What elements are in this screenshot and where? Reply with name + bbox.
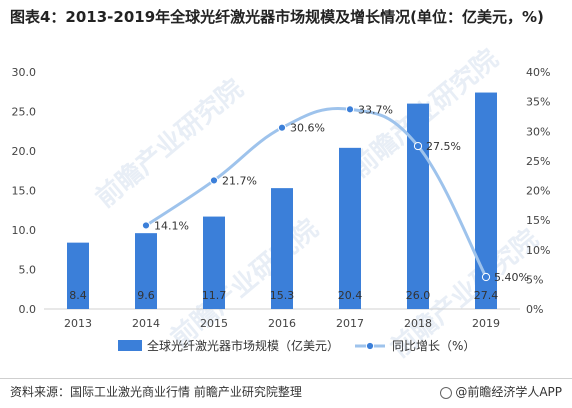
x-tick-label: 2018 [404,317,432,330]
y-right-tick-label: 25% [526,155,550,168]
bar-value-label: 27.4 [474,289,499,302]
y-left-tick-label: 15.0 [12,185,37,198]
legend: 全球光纤激光器市场规模（亿美元） 同比增长（%） [118,338,475,353]
y-left-tick-label: 20.0 [12,145,37,158]
y-right-tick-label: 20% [526,185,550,198]
y-left-tick-label: 10.0 [12,224,37,237]
bar [271,188,293,309]
legend-bar-swatch [118,340,142,351]
axes-layer: 0.0 5.0 10.0 15.0 20.0 25.0 30.0 0% 5% 10% 15% 20% 2… [12,66,551,330]
growth-value-label: 21.7% [222,174,257,187]
bar-value-label: 26.0 [406,289,431,302]
bar [135,233,157,309]
source-note: 资料来源：国际工业激光商业行情 前瞻产业研究院整理 [10,385,302,399]
growth-point [209,176,219,185]
x-tick-label: 2017 [336,317,364,330]
brand-credit-text: @前瞻经济学人APP [455,385,562,399]
footer-divider [0,378,572,379]
bar-value-label: 11.7 [202,289,227,302]
growth-value-label: 27.5% [426,140,461,153]
growth-value-label: 33.7% [358,103,393,116]
bar-value-label: 20.4 [338,289,363,302]
growth-value-label: 30.6% [290,122,325,135]
footer: 资料来源：国际工业激光商业行情 前瞻产业研究院整理 @前瞻经济学人APP [10,382,562,402]
growth-point [413,141,423,151]
bars-layer: 8.4 9.6 11.7 15.3 20.4 26.0 27.4 [67,92,499,309]
growth-point [141,221,151,230]
line-layer: 14.1% 21.7% 30.6% 33.7% 27.5% 5.40% [141,103,529,284]
y-right-tick-label: 15% [526,214,550,227]
chart-title: 图表4：2013-2019年全球光纤激光器市场规模及增长情况(单位：亿美元，%) [10,8,544,26]
legend-line-label: 同比增长（%） [392,339,475,353]
combo-chart: 前瞻产业研究院前瞻产业研究院前瞻产业研究院前瞻产业研究院 0.05.010.01… [12,43,551,364]
bar-value-label: 8.4 [69,289,87,302]
growth-line [145,107,488,278]
y-left-tick-label: 0.0 [19,303,37,316]
growth-point [345,105,355,114]
bar [203,216,225,309]
bar-value-label: 15.3 [270,289,295,302]
y-right-tick-label: 10% [526,244,550,257]
y-right-tick-label: 35% [526,96,550,109]
watermark-text: 前瞻产业研究院 [165,213,324,354]
x-tick-label: 2014 [132,317,160,330]
bar [407,103,429,309]
y-right-tick-label: 30% [526,125,550,138]
x-tick-label: 2019 [472,317,500,330]
y-left-tick-label: 25.0 [12,106,37,119]
legend-bar-label: 全球光纤激光器市场规模（亿美元） [147,338,339,353]
y-right-tick-label: 0% [526,303,543,316]
y-right-tick-label: 5% [526,273,543,286]
x-tick-label: 2015 [200,317,228,330]
bar-value-label: 9.6 [137,289,155,302]
y-left-tick-label: 5.0 [19,264,37,277]
x-tick-label: 2016 [268,317,296,330]
bar [67,242,89,309]
y-right-tick-label: 40% [526,66,550,79]
bar [475,92,497,309]
legend-line-marker [365,341,375,351]
y-left-tick-label: 30.0 [12,66,37,79]
brand-credit: @前瞻经济学人APP [440,382,562,402]
brand-logo-icon [440,387,453,399]
bar [339,147,361,309]
growth-point [481,272,491,282]
growth-value-label: 14.1% [154,219,189,232]
growth-value-label: 5.40% [494,271,529,284]
watermark-text: 前瞻产业研究院 [90,73,249,214]
x-tick-label: 2013 [64,317,92,330]
growth-point [277,123,287,132]
